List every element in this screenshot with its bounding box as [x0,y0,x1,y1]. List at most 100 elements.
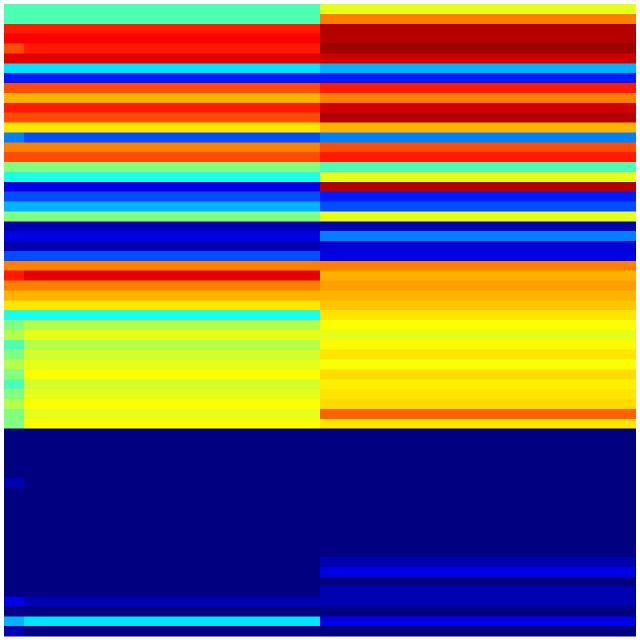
heatmap-cell [320,576,636,588]
heatmap-cell [24,487,320,499]
heatmap-cell [4,517,24,528]
heatmap-cell [24,586,320,597]
heatmap-cell [4,201,24,212]
heatmap-cell [4,329,24,341]
heatmap-cell [4,626,24,637]
heatmap-cell [4,33,24,44]
heatmap-cell [320,517,636,528]
heatmap-cell [320,122,636,133]
heatmap-cell [320,191,636,202]
heatmap-cell [4,478,24,489]
heatmap-cell [4,547,24,558]
heatmap-cell [24,329,320,341]
heatmap-cell [4,102,24,114]
heatmap-cell [4,23,24,35]
heatmap-cell [4,221,24,232]
heatmap-cell [24,438,320,449]
heatmap-cell [320,369,636,380]
heatmap-cell [24,349,320,360]
heatmap-cell [320,290,636,301]
heatmap-cell [4,231,24,242]
heatmap-cell [4,63,24,74]
heatmap-cell [320,399,636,410]
heatmap-cell [320,23,636,35]
heatmap-cell [4,112,24,123]
heatmap-cell [24,211,320,222]
heatmap-cell [24,33,320,44]
heatmap-cell [320,162,636,173]
heatmap-cell [4,507,24,518]
heatmap-cell [4,171,24,183]
heatmap-cell [4,142,24,153]
heatmap-cell [4,290,24,301]
heatmap-cell [320,53,636,64]
heatmap-cell [4,280,24,291]
heatmap-cell [4,92,24,104]
heatmap-cell [24,152,320,163]
heatmap-cell [24,428,320,439]
heatmap-cell [320,43,636,54]
heatmap-cell [320,13,636,25]
heatmap-cell [24,260,320,272]
heatmap-cell [24,191,320,202]
heatmap-cell [4,616,24,627]
heatmap-cell [320,92,636,104]
heatmap-cell [24,478,320,489]
heatmap-cell [4,576,24,588]
heatmap-cell [4,586,24,597]
heatmap-cell [320,181,636,193]
heatmap-cell [4,191,24,202]
heatmap-cell [24,280,320,291]
heatmap-cell [4,132,24,143]
heatmap-cell [320,606,636,617]
heatmap-cell [320,596,636,607]
heatmap-cell [320,329,636,341]
heatmap-cell [24,181,320,193]
heatmap-cell [320,438,636,449]
heatmap-cell [4,527,24,538]
heatmap-cell [4,83,24,94]
heatmap-cell [4,310,24,321]
heatmap-cell [320,527,636,538]
heatmap-cell [320,379,636,390]
heatmap-cell [24,369,320,380]
heatmap-cell [320,73,636,84]
heatmap-cell [4,73,24,84]
heatmap-cell [4,487,24,499]
heatmap-cell [320,250,636,262]
heatmap-cell [320,339,636,351]
heatmap-cell [320,507,636,518]
heatmap-cell [320,320,636,331]
heatmap-cell [320,300,636,311]
heatmap-cell [24,83,320,94]
heatmap-cell [4,399,24,410]
heatmap-cell [320,408,636,420]
heatmap-cell [320,586,636,597]
heatmap-cell [24,507,320,518]
heatmap-cell [320,102,636,114]
heatmap-cell [320,142,636,153]
heatmap-cell [4,557,24,568]
heatmap-cell [320,557,636,568]
heatmap-cell [4,270,24,281]
heatmap-cell [320,537,636,548]
heatmap-cell [24,43,320,54]
heatmap-cell [320,4,636,15]
heatmap-cell [24,142,320,153]
heatmap-cell [24,201,320,212]
heatmap-cell [320,83,636,94]
heatmap-cell [320,487,636,499]
heatmap-cell [24,468,320,479]
heatmap-cell [24,102,320,114]
heatmap-cell [4,241,24,252]
heatmap-cell [24,132,320,143]
heatmap-cell [320,231,636,242]
heatmap-cell [320,626,636,637]
heatmap-cell [24,537,320,548]
heatmap-cell [4,13,24,25]
heatmap-cell [24,250,320,262]
heatmap-cell [320,359,636,370]
heatmap-cell [24,626,320,637]
heatmap-cell [320,418,636,430]
heatmap-cell [24,73,320,84]
